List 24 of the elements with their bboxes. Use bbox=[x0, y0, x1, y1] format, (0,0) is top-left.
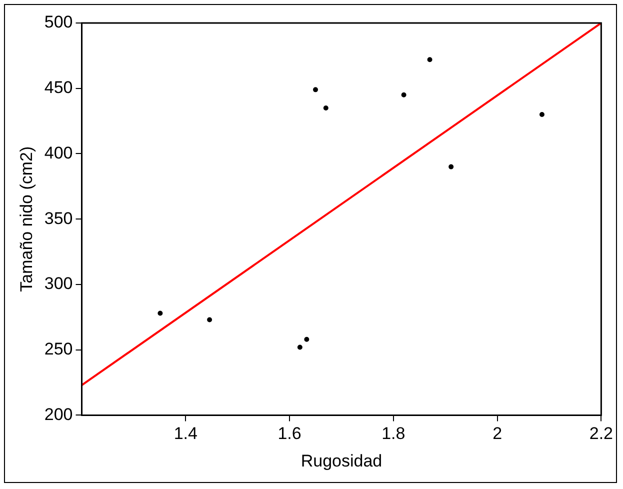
point bbox=[158, 310, 163, 316]
point bbox=[297, 344, 302, 350]
x-tick-label: 2 bbox=[492, 424, 502, 444]
x-axis-title: Rugosidad bbox=[300, 451, 382, 470]
point bbox=[304, 336, 310, 342]
point bbox=[427, 57, 432, 62]
x-tick-label: 1.6 bbox=[278, 424, 302, 444]
x-tick-label: 1.8 bbox=[382, 424, 406, 444]
point bbox=[323, 105, 328, 110]
point bbox=[207, 317, 212, 322]
point bbox=[401, 92, 406, 98]
y-tick-label: 450 bbox=[44, 78, 73, 98]
x-tick-label: 2.2 bbox=[589, 424, 614, 444]
y-tick-label: 300 bbox=[44, 274, 73, 294]
y-tick-label: 250 bbox=[44, 340, 73, 359]
point bbox=[448, 164, 454, 170]
y-tick-label: 200 bbox=[44, 404, 73, 424]
point bbox=[313, 87, 318, 92]
x-tick-label: 1.4 bbox=[174, 424, 198, 444]
y-tick-label: 350 bbox=[44, 208, 73, 228]
y-axis-title: Tamaño nido (cm2) bbox=[16, 146, 36, 292]
y-tick-label: 500 bbox=[44, 12, 73, 32]
point bbox=[539, 112, 544, 118]
y-tick-label: 400 bbox=[44, 143, 73, 162]
